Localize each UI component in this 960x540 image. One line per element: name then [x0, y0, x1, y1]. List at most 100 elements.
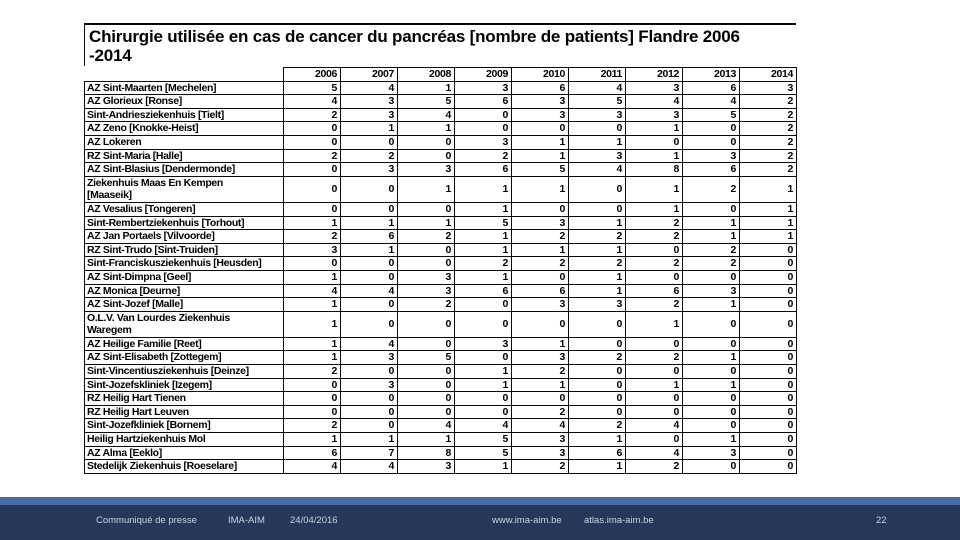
value-cell: 0: [397, 310, 455, 338]
value-cell: 4: [340, 336, 398, 352]
value-cell: 3: [511, 432, 569, 447]
value-cell: 2: [511, 404, 569, 420]
value-cell: 2: [511, 459, 569, 474]
value-cell: 0: [397, 377, 455, 393]
footer-accent-stripe: [0, 497, 960, 505]
value-cell: 1: [682, 350, 740, 366]
row-label: Sint-Jozefkliniek [Bornem]: [84, 418, 284, 434]
table-row: Stedelijk Ziekenhuis [Roeselare] 4 4 3 1 2 1 2 0…: [84, 459, 797, 474]
value-cell: 4: [340, 80, 398, 96]
value-cell: 4: [283, 94, 341, 109]
table-row: Ziekenhuis Maas En Kempen [Maaseik] 0 0 1 1 1…: [84, 175, 797, 203]
value-cell: 1: [283, 350, 341, 366]
value-cell: 2: [682, 242, 740, 258]
value-cell: 0: [739, 404, 797, 420]
table-row: Sint-Rembertziekenhuis [Torhout] 1 1 1 5 3 1 2 1…: [84, 215, 797, 231]
value-cell: 0: [739, 445, 797, 461]
page-number: 22: [876, 515, 887, 526]
value-cell: 0: [283, 377, 341, 393]
year-header: 2013: [682, 67, 740, 82]
value-cell: 0: [397, 256, 455, 271]
value-cell: 2: [340, 148, 398, 164]
footer-doc-type: Communiqué de presse: [96, 515, 197, 526]
value-cell: 1: [568, 134, 626, 150]
row-label: AZ Sint-Elisabeth [Zottegem]: [84, 350, 284, 366]
value-cell: 1: [739, 215, 797, 231]
value-cell: 0: [682, 121, 740, 136]
data-table: 2006 2007 2008 2009 2010 2011 2012 2013 2014 AZ …: [84, 67, 797, 474]
value-cell: 0: [397, 148, 455, 164]
value-cell: 3: [739, 80, 797, 96]
value-cell: 3: [454, 336, 512, 352]
value-cell: 1: [283, 336, 341, 352]
value-cell: 1: [454, 377, 512, 393]
value-cell: 0: [340, 269, 398, 285]
row-label: Stedelijk Ziekenhuis [Roeselare]: [84, 459, 284, 474]
page-title-line-2: -2014: [89, 46, 132, 65]
value-cell: 1: [454, 269, 512, 285]
value-cell: 0: [340, 418, 398, 434]
value-cell: 6: [283, 445, 341, 461]
value-cell: 5: [397, 94, 455, 109]
value-cell: 1: [739, 175, 797, 203]
value-cell: 0: [568, 364, 626, 379]
value-cell: 2: [625, 215, 683, 231]
table-row: AZ Sint-Blasius [Dendermonde] 0 3 3 6 5 4 8 6 2: [84, 162, 797, 177]
table-row: AZ Glorieux [Ronse] 4 3 5 6 3 5 4 4 2: [84, 94, 797, 109]
value-cell: 0: [568, 377, 626, 393]
table-row: AZ Sint-Jozef [Malle] 1 0 2 0 3 3 2 1 0: [84, 297, 797, 312]
value-cell: 1: [511, 242, 569, 258]
value-cell: 1: [682, 377, 740, 393]
year-header: 2007: [340, 67, 398, 82]
value-cell: 0: [625, 134, 683, 150]
value-cell: 1: [340, 242, 398, 258]
value-cell: 1: [625, 121, 683, 136]
value-cell: 6: [511, 80, 569, 96]
row-label: AZ Glorieux [Ronse]: [84, 94, 284, 109]
year-header: 2014: [739, 67, 797, 82]
value-cell: 0: [340, 364, 398, 379]
value-cell: 2: [511, 364, 569, 379]
value-cell: 0: [682, 201, 740, 217]
value-cell: 3: [682, 148, 740, 164]
value-cell: 4: [625, 94, 683, 109]
value-cell: 0: [682, 418, 740, 434]
value-cell: 2: [682, 256, 740, 271]
value-cell: 0: [283, 162, 341, 177]
value-cell: 8: [397, 445, 455, 461]
table-row: AZ Vesalius [Tongeren] 0 0 0 1 0 0 1 0 1: [84, 201, 797, 217]
table-row: Sint-Jozefskliniek [Izegem] 0 3 0 1 1 0 1 1 0: [84, 377, 797, 393]
table-row: RZ Heilig Hart Tienen 0 0 0 0 0 0 0 0 0: [84, 391, 797, 406]
row-label: AZ Jan Portaels [Vilvoorde]: [84, 229, 284, 244]
value-cell: 0: [283, 175, 341, 203]
row-label: RZ Heilig Hart Tienen: [84, 391, 284, 406]
footer-url-atlas: atlas.ima-aim.be: [584, 515, 654, 526]
table-row: AZ Heilige Familie [Reet] 1 4 0 3 1 0 0 0 0: [84, 336, 797, 352]
value-cell: 6: [454, 94, 512, 109]
value-cell: 0: [682, 459, 740, 474]
row-label: RZ Heilig Hart Leuven: [84, 404, 284, 420]
row-label: AZ Sint-Dimpna [Geel]: [84, 269, 284, 285]
value-cell: 1: [568, 215, 626, 231]
value-cell: 3: [397, 459, 455, 474]
value-cell: 2: [511, 229, 569, 244]
value-cell: 5: [568, 94, 626, 109]
value-cell: 1: [682, 432, 740, 447]
table-wrap: 2006 2007 2008 2009 2010 2011 2012 2013 2014 AZ …: [84, 67, 798, 474]
value-cell: 0: [511, 121, 569, 136]
value-cell: 0: [397, 134, 455, 150]
value-cell: 1: [511, 175, 569, 203]
value-cell: 3: [397, 162, 455, 177]
table-body: AZ Sint-Maarten [Mechelen] 5 4 1 3 6 4 3 6 3 AZ Gl…: [84, 80, 797, 474]
value-cell: 3: [397, 269, 455, 285]
value-cell: 0: [340, 134, 398, 150]
row-label: AZ Sint-Blasius [Dendermonde]: [84, 162, 284, 177]
value-cell: 1: [682, 229, 740, 244]
value-cell: 0: [739, 283, 797, 299]
table-header-row: 2006 2007 2008 2009 2010 2011 2012 2013 2014: [85, 67, 797, 82]
value-cell: 4: [625, 418, 683, 434]
table-row: RZ Heilig Hart Leuven 0 0 0 0 2 0 0 0 0: [84, 404, 797, 420]
year-header: 2009: [454, 67, 512, 82]
value-cell: 0: [283, 201, 341, 217]
